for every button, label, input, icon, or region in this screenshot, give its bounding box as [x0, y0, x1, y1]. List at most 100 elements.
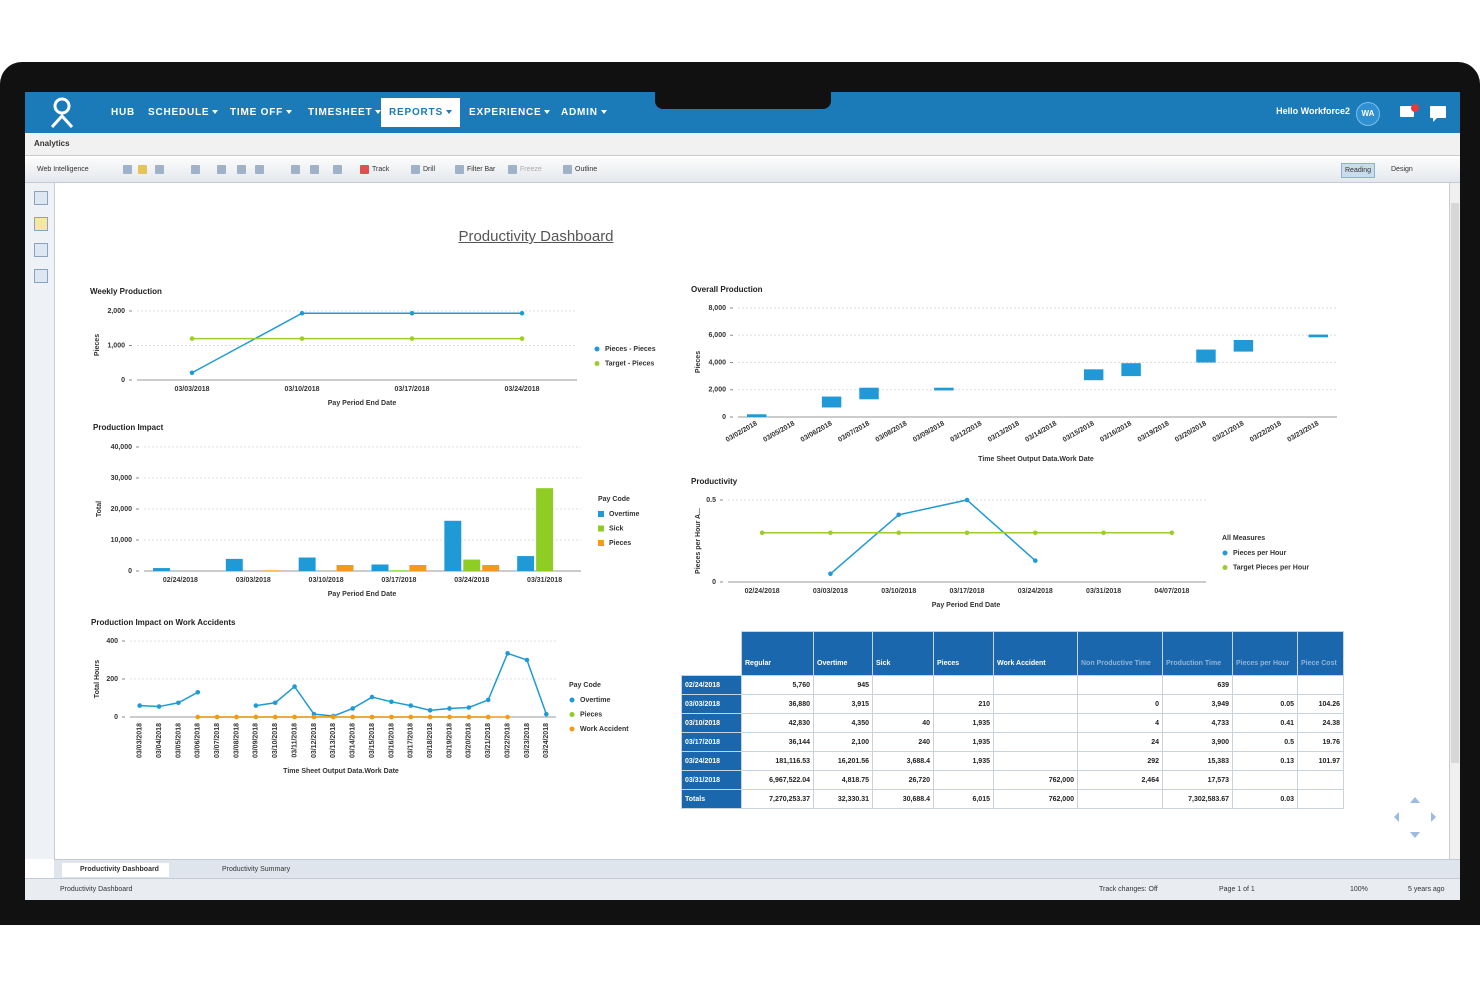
toolbar-button[interactable]: Filter Bar	[467, 166, 496, 173]
toolbar-button[interactable]: Freeze	[520, 166, 542, 173]
tool-icon[interactable]	[455, 165, 464, 174]
table-cell: 1,935	[933, 751, 994, 771]
nav-item[interactable]: HUB	[103, 98, 143, 127]
tool-icon[interactable]	[333, 165, 342, 174]
table-cell	[993, 675, 1078, 695]
tool-icon[interactable]	[563, 165, 572, 174]
report-tabs: Productivity Dashboard Productivity Summ…	[54, 859, 1460, 879]
mode-button[interactable]: Reading	[1341, 163, 1376, 178]
table-cell	[933, 770, 994, 790]
caret[interactable]	[544, 110, 551, 115]
nav-item[interactable]: SCHEDULE	[140, 98, 226, 127]
table-cell: 210	[933, 694, 994, 714]
column-header: Sick	[872, 631, 934, 676]
greeting: Hello Workforce2	[1276, 106, 1350, 116]
side-icon[interactable]	[34, 217, 48, 231]
table-cell: 4	[1077, 713, 1163, 733]
toolbar-button[interactable]: Drill	[423, 166, 436, 173]
nav-item[interactable]: TIMESHEET	[300, 98, 389, 127]
breadcrumb-bar: Analytics	[25, 133, 1460, 156]
side-icon[interactable]	[34, 269, 48, 283]
tool-icon[interactable]	[411, 165, 420, 174]
table-cell: 240	[872, 732, 934, 752]
column-header: Overtime	[813, 631, 873, 676]
side-panel	[25, 183, 55, 859]
header-icons[interactable]	[1398, 104, 1450, 122]
scroll-thumb[interactable]	[1451, 203, 1459, 763]
logo[interactable]	[49, 97, 75, 129]
table-cell: 181,116.53	[741, 751, 814, 771]
table-cell: 26,720	[872, 770, 934, 790]
table-row: 03/24/2018 181,116.53 16,201.56 3,688.4 1,93…	[681, 751, 1344, 771]
tool-icon[interactable]	[191, 165, 200, 174]
nav-label[interactable]: SCHEDULE	[148, 107, 210, 118]
table-cell: 36,880	[741, 694, 814, 714]
breadcrumb[interactable]: Analytics	[34, 139, 70, 148]
table-cell: 24.38	[1297, 713, 1344, 733]
toolbar-button[interactable]: Track	[372, 166, 390, 173]
nav-label[interactable]: REPORTS	[389, 107, 443, 118]
caret[interactable]	[375, 110, 382, 115]
tool-icon[interactable]	[217, 165, 226, 174]
column-header: Pieces per Hour	[1232, 631, 1298, 676]
nav-item[interactable]: ADMIN	[553, 98, 615, 127]
status-bar: Productivity Dashboard Track changes: Of…	[25, 878, 1460, 900]
corner-cell	[681, 631, 742, 676]
tool-icon[interactable]	[237, 165, 246, 174]
scrollbar[interactable]	[1449, 183, 1460, 859]
status-zoom[interactable]: 100%	[1350, 886, 1368, 893]
row-header: 02/24/2018	[681, 675, 742, 695]
tool-icon[interactable]	[138, 165, 147, 174]
tool-icon[interactable]	[291, 165, 300, 174]
nav-item[interactable]: REPORTS	[381, 98, 460, 127]
avatar[interactable]: WA	[1356, 102, 1380, 126]
nav-label[interactable]: HUB	[111, 107, 136, 118]
nav-label[interactable]: ADMIN	[561, 107, 598, 118]
status-document[interactable]: Productivity Dashboard	[60, 886, 133, 893]
table-cell: 36,144	[741, 732, 814, 752]
nav-label[interactable]: TIME OFF	[230, 107, 284, 118]
table-cell: 19.76	[1297, 732, 1344, 752]
table-row: 03/10/2018 42,830 4,350 40 1,935 4 4,733 0.41 24…	[681, 713, 1344, 733]
table-cell: 0	[1077, 694, 1163, 714]
table-cell: 17,573	[1162, 770, 1233, 790]
nav-label[interactable]: TIMESHEET	[308, 107, 373, 118]
column-header: Pieces	[933, 631, 994, 676]
nav-item[interactable]: EXPERIENCE	[461, 98, 558, 127]
status-track[interactable]: Track changes: Off	[1099, 886, 1158, 893]
table-cell: 1,935	[933, 732, 994, 752]
caret[interactable]	[286, 110, 293, 115]
table-cell: 42,830	[741, 713, 814, 733]
mode-button[interactable]: Design	[1391, 166, 1413, 173]
tool-icon[interactable]	[255, 165, 264, 174]
caret[interactable]	[445, 110, 452, 115]
tab[interactable]: Productivity Dashboard	[62, 863, 169, 877]
table-cell: 3,900	[1162, 732, 1233, 752]
tool-icon[interactable]	[508, 165, 517, 174]
app-menu[interactable]: Web Intelligence	[37, 166, 89, 173]
nav-bar: HUB SCHEDULE TIME OFF TIMESHEET REPORTS EXPER…	[25, 92, 1460, 133]
table-cell: 4,818.75	[813, 770, 873, 790]
caret[interactable]	[212, 110, 219, 115]
table-cell: 292	[1077, 751, 1163, 771]
side-icon[interactable]	[34, 243, 48, 257]
table-cell: 3,688.4	[872, 751, 934, 771]
caret[interactable]	[600, 110, 607, 115]
nav-label[interactable]: EXPERIENCE	[469, 107, 542, 118]
table-cell: 30,688.4	[872, 789, 934, 809]
table-cell: 40	[872, 713, 934, 733]
tab[interactable]: Productivity Summary	[222, 866, 291, 873]
table-cell: 4,733	[1162, 713, 1233, 733]
tool-icon[interactable]	[123, 165, 132, 174]
table-cell: 7,270,253.37	[741, 789, 814, 809]
table-row: 03/03/2018 36,880 3,915 210 0 3,949 0.05 104.26	[681, 694, 1344, 714]
camera-notch	[655, 92, 831, 109]
table-row: Totals 7,270,253.37 32,330.31 30,688.4 6,015…	[681, 789, 1344, 809]
toolbar-button[interactable]: Outline	[575, 166, 598, 173]
tool-icon[interactable]	[155, 165, 164, 174]
side-icon[interactable]	[34, 191, 48, 205]
nav-item[interactable]: TIME OFF	[222, 98, 300, 127]
tool-icon[interactable]	[360, 165, 369, 174]
tool-icon[interactable]	[310, 165, 319, 174]
